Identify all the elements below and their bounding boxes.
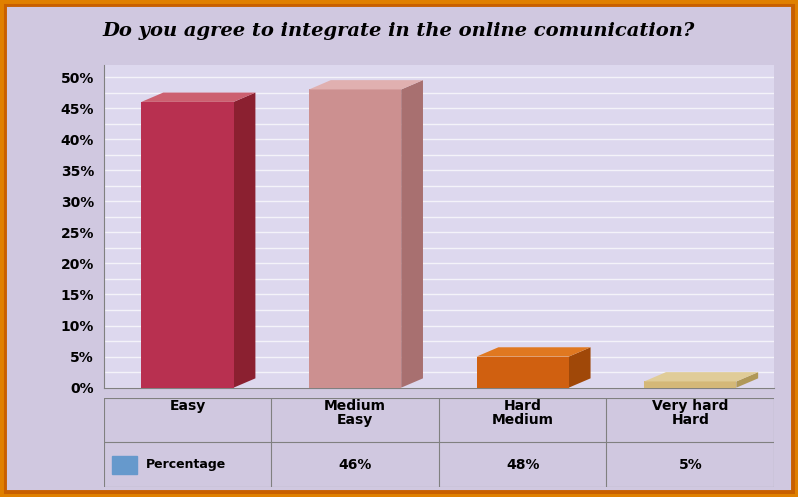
Text: Percentage: Percentage: [145, 458, 226, 471]
Polygon shape: [309, 80, 423, 89]
Text: 5%: 5%: [678, 458, 702, 472]
Bar: [309, 89, 401, 388]
Text: Do you agree to integrate in the online comunication?: Do you agree to integrate in the online …: [103, 22, 695, 40]
Text: 46%: 46%: [338, 458, 372, 472]
Polygon shape: [737, 372, 758, 388]
Polygon shape: [141, 92, 255, 102]
Polygon shape: [644, 372, 758, 382]
Text: Easy: Easy: [337, 413, 373, 427]
Polygon shape: [569, 347, 591, 388]
Bar: [141, 102, 234, 388]
Text: Hard: Hard: [671, 413, 709, 427]
Text: 48%: 48%: [506, 458, 539, 472]
Bar: [476, 357, 569, 388]
Bar: [644, 382, 737, 388]
Bar: [112, 456, 137, 474]
Polygon shape: [401, 80, 423, 388]
Polygon shape: [476, 347, 591, 357]
Text: Medium: Medium: [492, 413, 554, 427]
Polygon shape: [234, 92, 255, 388]
